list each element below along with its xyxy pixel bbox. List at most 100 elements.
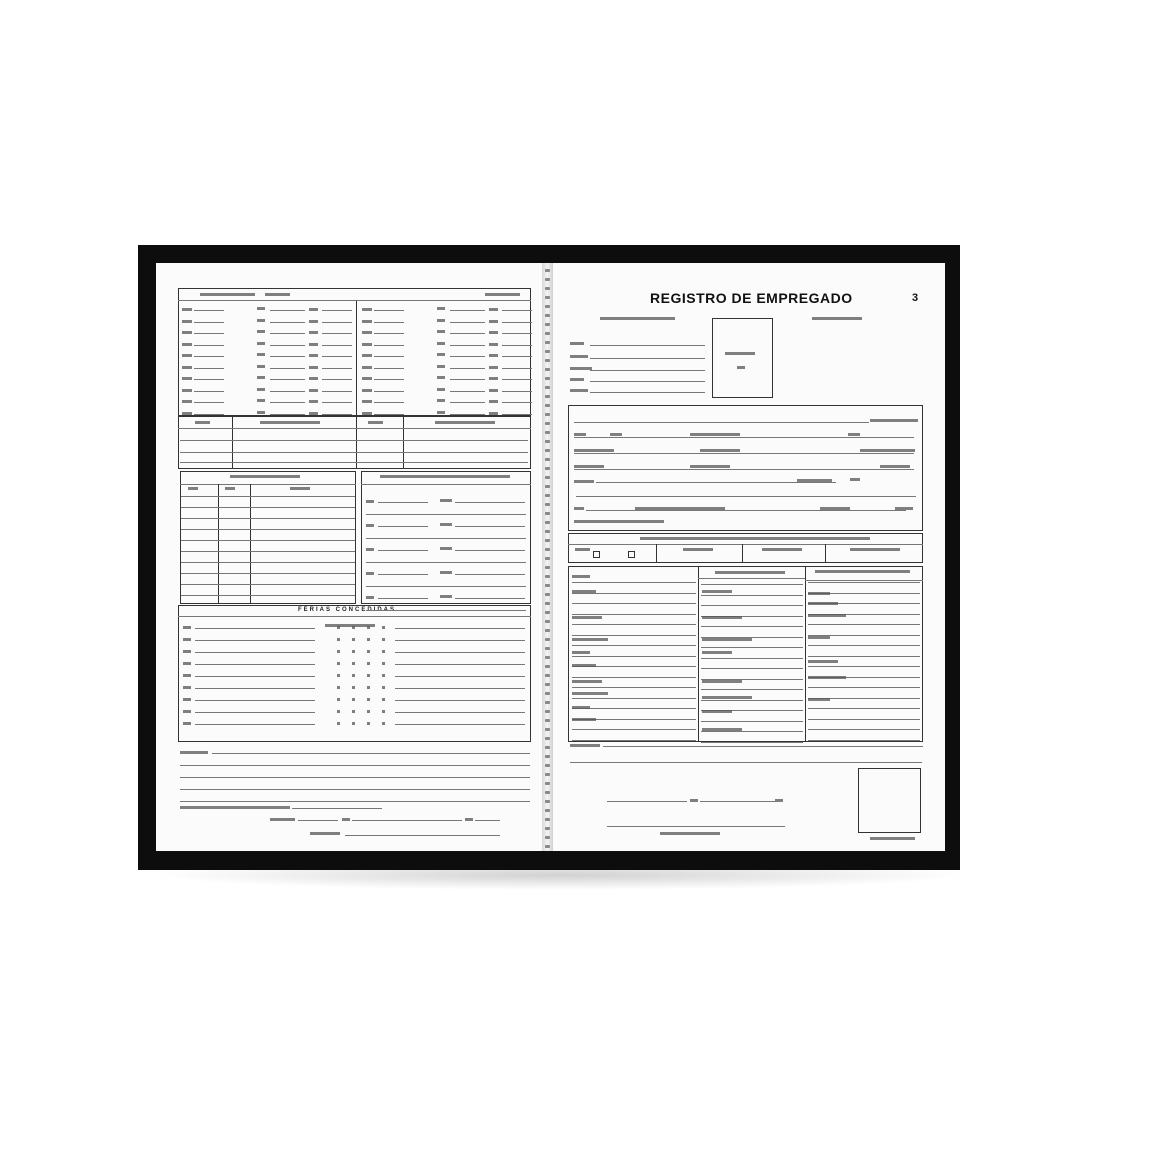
illegible-label (808, 676, 846, 679)
illegible-label (183, 698, 191, 701)
illegible-label (690, 465, 730, 468)
form-line (322, 367, 352, 369)
illegible-label (762, 548, 802, 551)
binding-hole (545, 575, 550, 578)
illegible-label (337, 710, 340, 713)
form-line (395, 664, 525, 665)
form-line (701, 615, 803, 617)
form-line (701, 678, 803, 680)
illegible-label (337, 626, 340, 629)
binding-hole (545, 332, 550, 335)
form-line (808, 645, 920, 646)
illegible-label (225, 487, 235, 490)
illegible-label (382, 662, 385, 665)
illegible-label (575, 548, 590, 551)
form-line (701, 689, 803, 690)
illegible-label (465, 818, 473, 821)
binding-hole (545, 386, 550, 389)
illegible-label (702, 710, 732, 713)
form-box (178, 605, 531, 742)
form-line (194, 321, 224, 323)
illegible-label (366, 572, 374, 575)
form-divider (356, 300, 357, 416)
illegible-label (290, 487, 310, 490)
form-line (455, 502, 525, 503)
illegible-label (815, 570, 910, 573)
form-line (181, 496, 355, 497)
form-line (322, 321, 352, 323)
illegible-label (808, 614, 846, 617)
form-line (701, 605, 803, 606)
form-line (450, 344, 485, 346)
form-line (195, 700, 315, 701)
illegible-label (362, 377, 372, 380)
form-line (455, 526, 525, 527)
form-line (270, 402, 305, 403)
form-line (395, 652, 525, 653)
form-line (502, 344, 532, 346)
form-line (180, 765, 530, 766)
form-line (570, 762, 922, 763)
binding-hole (545, 377, 550, 380)
illegible-label (382, 710, 385, 713)
vacations-section-heading: FÉRIAS CONCEDIDAS (298, 607, 397, 613)
illegible-label (715, 571, 785, 574)
right-page (553, 263, 945, 851)
form-line (195, 628, 315, 629)
form-divider (250, 484, 251, 604)
illegible-label (570, 355, 588, 358)
form-line (572, 624, 696, 625)
illegible-label (812, 317, 862, 320)
form-line (808, 739, 920, 741)
illegible-label (572, 575, 590, 578)
illegible-label (200, 293, 255, 296)
form-line (572, 582, 696, 583)
illegible-label (366, 596, 374, 599)
form-line (572, 718, 696, 720)
binding-hole (545, 485, 550, 488)
binding-hole (545, 836, 550, 839)
illegible-label (600, 317, 675, 320)
illegible-label (437, 353, 445, 356)
form-line (502, 321, 532, 323)
illegible-label (352, 686, 355, 689)
illegible-label (572, 680, 602, 683)
illegible-label (367, 722, 370, 725)
form-line (180, 462, 528, 463)
binding-hole (545, 530, 550, 533)
illegible-label (257, 341, 265, 345)
illegible-label (230, 475, 300, 478)
binding-hole (545, 539, 550, 542)
illegible-label (352, 650, 355, 653)
illegible-label (440, 523, 452, 526)
form-line (808, 603, 920, 604)
illegible-label (309, 354, 318, 357)
form-line (270, 379, 305, 380)
form-line (808, 592, 920, 594)
illegible-label (367, 626, 370, 629)
form-line (590, 392, 705, 393)
illegible-label (437, 341, 445, 345)
form-line (450, 402, 485, 403)
form-line (181, 540, 355, 541)
form-line (352, 820, 462, 821)
binding-hole (545, 422, 550, 425)
illegible-label (440, 595, 452, 598)
illegible-label (702, 616, 742, 619)
illegible-label (437, 410, 445, 414)
illegible-label (702, 680, 742, 683)
illegible-label (309, 342, 318, 346)
form-line (270, 333, 305, 334)
binding-hole (545, 341, 550, 344)
illegible-label (342, 818, 350, 821)
form-line (395, 724, 525, 725)
binding-hole (545, 305, 550, 308)
illegible-label (182, 319, 192, 323)
form-line (194, 310, 224, 311)
form-line (603, 746, 923, 747)
form-line (502, 390, 532, 392)
form-line (808, 582, 920, 583)
illegible-label (362, 319, 372, 323)
illegible-label (382, 650, 385, 653)
